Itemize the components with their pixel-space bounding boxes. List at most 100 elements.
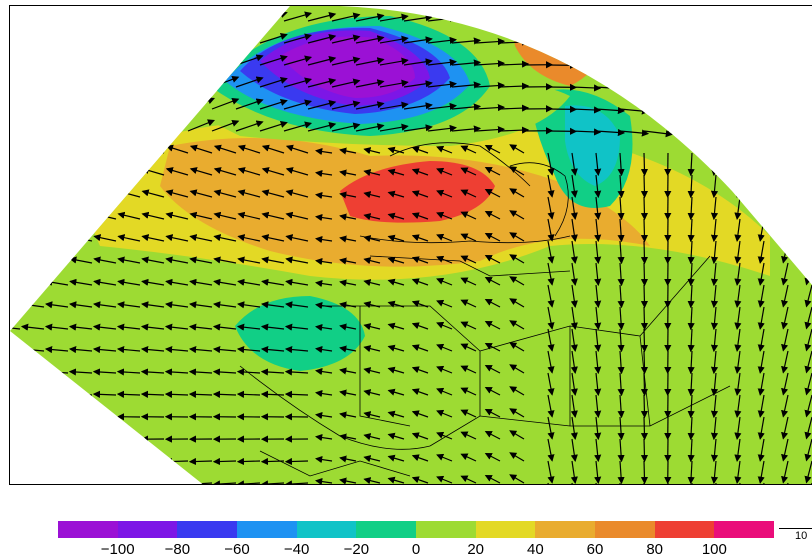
wind-vector-arrow xyxy=(139,74,167,88)
wind-vector-arrow xyxy=(363,169,381,177)
wind-vector-arrow xyxy=(411,432,429,440)
wind-vector-arrow xyxy=(739,130,769,140)
colorbar-tick-label: 100 xyxy=(701,541,727,558)
wind-vector-arrow xyxy=(139,52,167,66)
wind-vector-arrow xyxy=(640,284,649,309)
wind-vector-arrow xyxy=(139,118,167,132)
wind-vector-arrow xyxy=(411,410,429,418)
wind-vector-arrow xyxy=(475,81,506,90)
wind-vector-arrow xyxy=(571,106,602,114)
wind-vector-arrow xyxy=(68,323,93,331)
wind-vector-arrow xyxy=(411,388,429,396)
wind-vector-arrow xyxy=(315,478,333,484)
wind-vector-arrow xyxy=(164,345,189,354)
wind-vector-arrow xyxy=(804,306,812,330)
wind-vector-arrow xyxy=(436,431,453,440)
wind-vector-arrow xyxy=(379,57,409,66)
wind-vector-arrow xyxy=(687,174,695,199)
wind-vector-arrow xyxy=(139,30,167,44)
wind-vector-arrow xyxy=(339,389,357,397)
wind-vector-arrow xyxy=(43,6,69,22)
wind-vector-arrow xyxy=(691,108,721,117)
wind-vector-arrow xyxy=(643,482,646,484)
wind-vector-arrow xyxy=(734,350,742,374)
wind-vector-arrow xyxy=(411,278,429,286)
wind-vector-arrow xyxy=(710,460,719,484)
wind-vector-arrow xyxy=(165,278,189,286)
wind-vector-arrow xyxy=(804,328,812,352)
wind-vector-arrow xyxy=(44,390,69,398)
wind-vector-arrow xyxy=(236,390,261,398)
wind-vector-arrow xyxy=(261,256,285,264)
wind-vector-arrow xyxy=(617,174,625,199)
wind-vector-arrow xyxy=(44,480,69,484)
wind-vector-arrow xyxy=(594,218,602,243)
wind-vector-arrow xyxy=(141,278,165,286)
wind-vector-arrow xyxy=(237,278,261,286)
wind-vector-arrow xyxy=(21,256,45,264)
wind-vector-arrow xyxy=(595,40,626,49)
wind-vector-arrow xyxy=(315,170,333,178)
wind-vector-arrow xyxy=(19,27,45,44)
wind-vector-arrow xyxy=(355,79,385,88)
wind-vector-arrow xyxy=(570,152,578,176)
wind-vector-arrow xyxy=(117,211,141,220)
wind-vector-arrow xyxy=(594,350,602,375)
wind-vector-arrow xyxy=(667,20,697,28)
colorbar-segment-11 xyxy=(714,521,775,538)
wind-vector-arrow xyxy=(379,101,409,110)
wind-vector-arrow xyxy=(570,174,578,198)
wind-vector-arrow xyxy=(339,191,357,199)
wind-vector-arrow xyxy=(547,372,555,396)
wind-vector-arrow xyxy=(460,167,477,176)
wind-vector-arrow xyxy=(19,6,45,22)
wind-vector-arrow xyxy=(115,95,143,110)
wind-vector-arrow xyxy=(140,457,165,466)
wind-vector-arrow xyxy=(67,6,94,22)
wind-vector-arrow xyxy=(363,433,381,441)
wind-vector-arrow xyxy=(594,306,602,331)
wind-vector-arrow xyxy=(411,454,429,462)
wind-vector-arrow xyxy=(211,9,240,22)
wind-vector-arrow xyxy=(715,20,745,29)
wind-vector-arrow xyxy=(93,167,117,176)
wind-vector-arrow xyxy=(67,94,94,110)
wind-vector-arrow xyxy=(189,256,213,264)
wind-vector-arrow xyxy=(284,345,309,354)
wind-vector-arrow xyxy=(21,234,45,242)
wind-vector-arrow xyxy=(643,20,673,28)
wind-vector-arrow xyxy=(617,394,625,419)
wind-vector-arrow xyxy=(315,368,333,376)
wind-vector-arrow xyxy=(547,218,555,242)
wind-vector-arrow xyxy=(427,80,457,88)
wind-vector-arrow xyxy=(436,233,453,242)
wind-vector-arrow xyxy=(460,211,477,220)
wind-vector-arrow xyxy=(10,371,21,374)
wind-vector-arrow xyxy=(595,62,626,71)
colorbar-segment-8 xyxy=(535,521,596,538)
wind-vector-arrow xyxy=(757,394,765,418)
wind-vector-arrow xyxy=(787,64,812,75)
wind-vector-arrow xyxy=(617,152,625,177)
wind-vector-arrow xyxy=(43,71,69,88)
wind-vector-arrow xyxy=(213,256,237,264)
wind-vector-arrow xyxy=(509,320,525,330)
wind-vector-arrow xyxy=(189,301,213,309)
wind-vector-arrow xyxy=(188,345,213,354)
wind-vector-arrow xyxy=(484,343,501,352)
wind-vector-arrow xyxy=(617,460,625,484)
wind-vector-arrow xyxy=(141,301,165,309)
wind-vector-arrow xyxy=(617,196,625,221)
wind-vector-arrow xyxy=(594,394,602,419)
wind-vector-arrow xyxy=(781,394,789,418)
wind-vector-arrow xyxy=(734,262,742,286)
colorbar-segment-0 xyxy=(58,521,118,538)
wind-vector-arrow xyxy=(261,189,285,198)
wind-vector-arrow xyxy=(734,284,742,308)
wind-vector-arrow xyxy=(10,348,21,352)
wind-vector-arrow xyxy=(284,323,309,331)
wind-vector-arrow xyxy=(427,36,457,44)
wind-vector-arrow xyxy=(781,284,789,308)
wind-vector-arrow xyxy=(285,278,309,286)
wind-vector-arrow xyxy=(734,174,742,198)
